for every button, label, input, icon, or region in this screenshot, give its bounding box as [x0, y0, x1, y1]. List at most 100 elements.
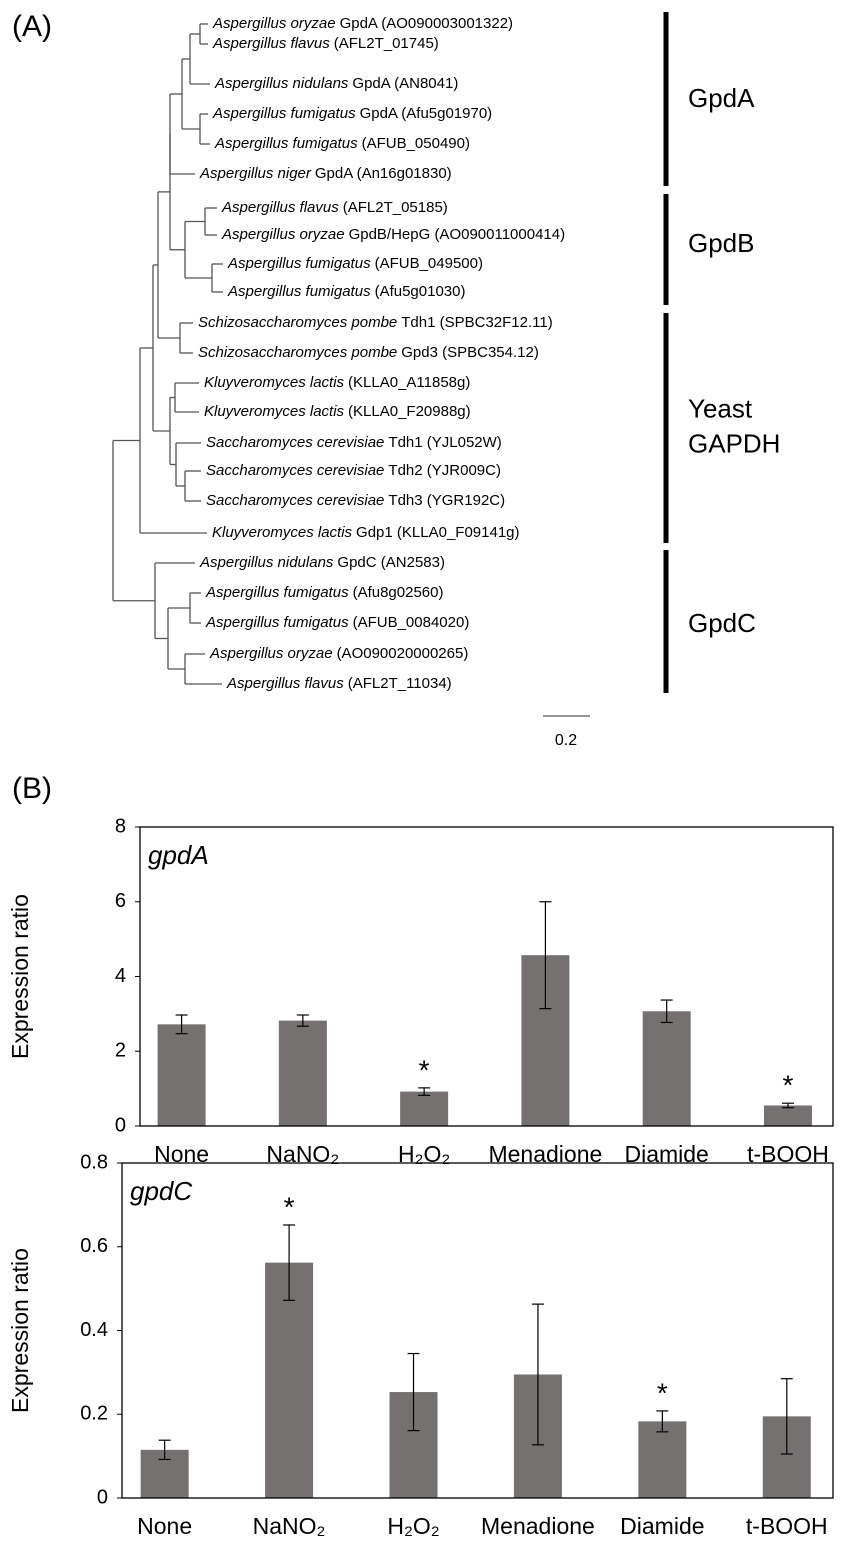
gene-name: GpdA (Afu5g01970)	[360, 105, 493, 122]
gene-name: Gdp1 (KLLA0_F09141g)	[356, 524, 519, 541]
x-tick-label: None	[137, 1513, 192, 1539]
species: Schizosaccharomyces pombe	[198, 344, 397, 361]
species: Aspergillus flavus	[212, 35, 330, 52]
gene-name: (KLLA0_F20988g)	[348, 403, 471, 420]
plot-frame	[121, 1162, 834, 1499]
gene-name: GpdA (An16g01830)	[315, 165, 452, 182]
y-tick-label: 6	[115, 890, 126, 912]
y-tick-label: 2	[115, 1040, 126, 1062]
error-bar	[781, 1102, 794, 1109]
error-bar	[660, 999, 673, 1024]
gene-name: (Afu5g01030)	[375, 283, 466, 300]
clade-label: GAPDH	[688, 428, 780, 458]
error-bar	[158, 1439, 171, 1461]
leaf-label: Schizosaccharomyces pombe Tdh1 (SPBC32F12…	[198, 314, 553, 331]
species: Kluyveromyces lactis	[204, 403, 345, 420]
bar	[638, 1421, 687, 1498]
species: Saccharomyces cerevisiae	[206, 492, 384, 509]
leaf-label: Aspergillus niger GpdA (An16g01830)	[199, 165, 452, 182]
species: Aspergillus fumigatus	[205, 584, 349, 601]
leaf-label: Kluyveromyces lactis (KLLA0_A11858g)	[204, 374, 470, 391]
species: Aspergillus fumigatus	[214, 135, 358, 152]
y-tick-label: 0.8	[80, 1151, 108, 1173]
species: Saccharomyces cerevisiae	[206, 434, 384, 451]
species: Saccharomyces cerevisiae	[206, 462, 384, 479]
clade-label: GpdC	[688, 608, 756, 638]
bar	[642, 1011, 691, 1126]
y-tick-label: 0	[97, 1486, 108, 1508]
plot-frame	[139, 826, 834, 1127]
species: Aspergillus fumigatus	[205, 614, 349, 631]
x-tick-label: NaNO₂	[253, 1513, 326, 1539]
y-tick-label: 0.6	[80, 1235, 108, 1257]
error-bar	[531, 1303, 544, 1446]
species: Aspergillus flavus	[226, 675, 344, 692]
leaf-label: Kluyveromyces lactis Gdp1 (KLLA0_F09141g)	[212, 524, 520, 541]
y-tick-label: 0.2	[80, 1403, 108, 1425]
gene-name: GpdB/HepG (AO090011000414)	[349, 226, 566, 243]
gene-name: Tdh3 (YGR192C)	[388, 492, 505, 509]
panel-label: (A)	[12, 10, 52, 43]
x-tick-label: t-BOOH	[746, 1513, 828, 1539]
panel-label: (B)	[12, 772, 52, 805]
gene-name: Tdh2 (YJR009C)	[388, 462, 501, 479]
gene-name: Tdh1 (YJL052W)	[388, 434, 501, 451]
leaf-label: Aspergillus oryzae (AO090020000265)	[209, 645, 468, 662]
leaf-label: Aspergillus fumigatus (AFUB_049500)	[227, 255, 483, 272]
significance-marker: *	[657, 1377, 668, 1408]
gene-name: (AFL2T_01745)	[334, 35, 439, 52]
y-tick-label: 0.4	[80, 1319, 108, 1341]
leaf-label: Aspergillus fumigatus GpdA (Afu5g01970)	[212, 105, 492, 122]
x-tick-label: Diamide	[620, 1513, 704, 1539]
gene-name: Gpd3 (SPBC354.12)	[401, 344, 539, 361]
x-tick-label: H₂O₂	[387, 1513, 439, 1539]
leaf-label: Aspergillus nidulans GpdC (AN2583)	[199, 554, 445, 571]
bar	[278, 1020, 327, 1126]
y-tick-label: 4	[115, 965, 126, 987]
species: Aspergillus flavus	[221, 199, 339, 216]
gene-name: (AO090020000265)	[337, 645, 469, 662]
bar	[763, 1105, 812, 1126]
leaf-label: Saccharomyces cerevisiae Tdh1 (YJL052W)	[206, 434, 502, 451]
leaf-label: Saccharomyces cerevisiae Tdh3 (YGR192C)	[206, 492, 505, 509]
y-axis-label: Expression ratio	[7, 894, 33, 1059]
chart-title: gpdA	[148, 840, 209, 870]
species: Aspergillus oryzae	[209, 645, 333, 662]
species: Kluyveromyces lactis	[204, 374, 345, 391]
leaf-label: Kluyveromyces lactis (KLLA0_F20988g)	[204, 403, 471, 420]
clade-label: Yeast	[688, 393, 753, 423]
leaf-label: Saccharomyces cerevisiae Tdh2 (YJR009C)	[206, 462, 501, 479]
clade-label: GpdB	[688, 228, 755, 258]
clade-label: GpdA	[688, 83, 755, 113]
leaf-label: Aspergillus oryzae GpdA (AO090003001322)	[212, 15, 513, 32]
tree	[112, 23, 590, 717]
leaf-label: Aspergillus fumigatus (AFUB_050490)	[214, 135, 470, 152]
significance-marker: *	[419, 1054, 430, 1085]
error-bar	[656, 1410, 669, 1433]
gene-name: (AFUB_049500)	[375, 255, 483, 272]
leaf-label: Aspergillus fumigatus (Afu5g01030)	[227, 283, 465, 300]
bar	[265, 1262, 314, 1498]
error-bar	[407, 1352, 420, 1432]
error-bar	[175, 1014, 188, 1035]
error-bar	[539, 901, 552, 1010]
scale-label: 0.2	[555, 732, 577, 749]
gene-name: GpdA (AN8041)	[352, 75, 458, 92]
leaf-label: Aspergillus fumigatus (AFUB_0084020)	[205, 614, 469, 631]
gene-name: (AFL2T_11034)	[348, 675, 452, 692]
y-tick-label: 0	[115, 1114, 126, 1136]
chart-title: gpdC	[130, 1176, 192, 1206]
leaf-label: Schizosaccharomyces pombe Gpd3 (SPBC354.1…	[198, 344, 539, 361]
y-axis-label: Expression ratio	[7, 1248, 33, 1413]
species: Aspergillus fumigatus	[227, 255, 371, 272]
gene-name: (AFUB_0084020)	[353, 614, 470, 631]
species: Aspergillus oryzae	[212, 15, 336, 32]
gene-name: GpdC (AN2583)	[337, 554, 445, 571]
gene-name: (KLLA0_A11858g)	[348, 374, 470, 391]
y-tick-label: 8	[115, 815, 126, 837]
gene-name: (AFUB_050490)	[362, 135, 470, 152]
leaf-label: Aspergillus fumigatus (Afu8g02560)	[205, 584, 443, 601]
leaf-label: Aspergillus flavus (AFL2T_01745)	[212, 35, 439, 52]
